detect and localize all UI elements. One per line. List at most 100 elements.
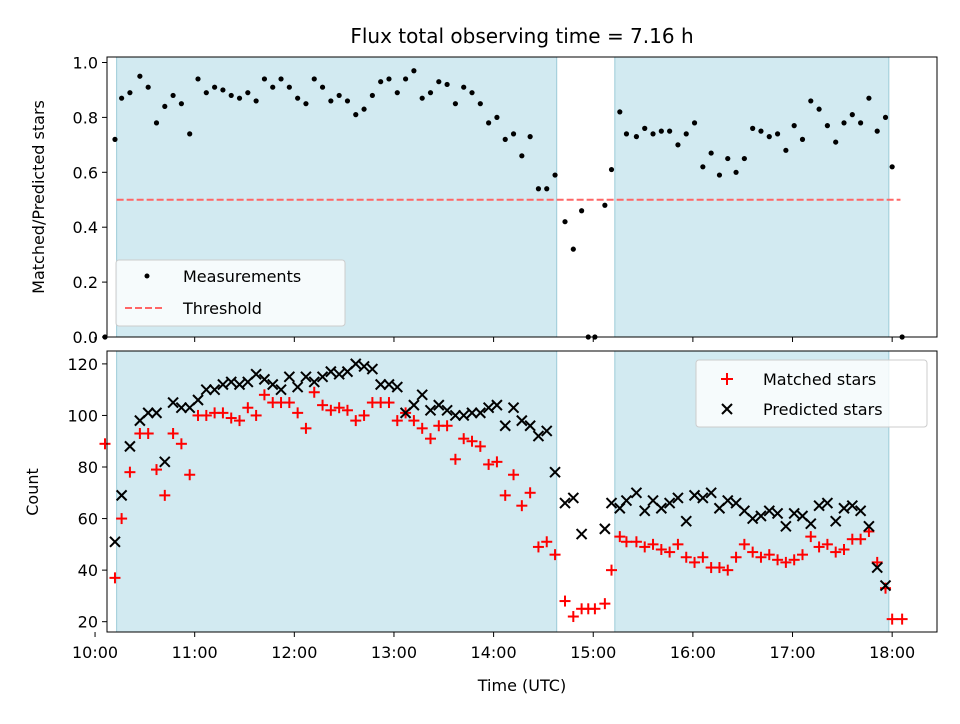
predicted-star-point [474,407,487,419]
chart-title: Flux total observing time = 7.16 h [350,24,693,48]
x-tick-label: 18:00 [869,643,915,662]
matched-star-point [655,544,667,556]
predicted-star-point [267,378,279,391]
matched-star-point [499,489,511,501]
top-y-ticks: 0.0 0.2 0.4 0.6 0.8 1.0 [73,53,107,347]
measurement-point [700,164,706,170]
matched-star-point [333,402,345,414]
predicted-star-point [291,381,304,393]
predicted-star-point [705,487,717,499]
predicted-star-point [124,440,136,453]
predicted-star-point [549,466,561,478]
matched-star-point [225,412,237,424]
matched-star-point [383,397,395,409]
measurement-point [725,155,731,162]
predicted-star-point [846,499,859,512]
bottom-y-tick-label: 100 [67,406,98,425]
predicted-star-point [771,507,784,520]
measurement-point [650,131,656,137]
predicted-star-point [605,497,618,509]
top-x-ticks [94,337,893,342]
bottom-y-tick-label: 20 [78,613,98,632]
legend-predicted-label: Predicted stars [763,400,883,419]
predicted-star-point [482,402,495,414]
measurement-point [170,92,176,99]
matched-star-point [150,464,162,476]
matched-star-point [713,562,725,574]
matched-star-point [391,415,403,427]
matched-star-point [549,549,561,561]
top-legend-box [115,259,346,327]
measurement-point [402,76,409,82]
matched-star-point [630,536,642,548]
matched-star-point [441,420,453,432]
measurement-point [212,84,218,90]
x-tick-label: 11:00 [172,643,218,662]
matched-star-point [341,404,353,416]
predicted-star-point [449,409,462,422]
matched-star-point [258,389,270,401]
measurement-point [436,79,442,85]
bottom-x-ticks: 10:00 11:00 12:00 13:00 14:00 15:00 16:00 17:00… [72,632,915,662]
matched-star-point [886,613,898,625]
measurement-point [866,95,872,101]
measurement-point [579,208,585,214]
matched-star-point [217,407,229,419]
predicted-star-point [159,456,171,468]
matched-star-point [672,538,684,550]
matched-star-point [524,487,536,499]
matched-star-point [200,409,212,421]
matched-star-point [788,554,800,566]
measurement-point [303,101,309,107]
matched-star-point [896,613,908,625]
measurement-point [833,139,839,145]
predicted-star-point [697,492,709,504]
measurement-point [344,98,351,104]
matched-star-point [466,435,478,447]
measurement-point [675,142,681,148]
predicted-star-point [663,497,676,509]
matched-star-point [855,533,867,545]
predicted-star-point [722,494,734,507]
predicted-star-point [805,518,817,530]
measurement-point [527,134,533,140]
predicted-star-point [672,492,684,504]
measurement-point [824,123,830,129]
predicted-star-point [308,376,320,388]
measurement-point [394,90,400,96]
matched-star-point [474,440,486,452]
predicted-star-point [142,407,154,419]
matched-star-point [606,564,618,576]
predicted-star-point [755,510,767,522]
predicted-star-point [333,368,345,380]
matched-star-point [599,598,611,610]
measurement-point [716,172,723,178]
measurement-point [319,84,326,90]
matched-star-point [532,541,544,553]
measurement-point [766,134,772,140]
measurement-point [791,123,797,129]
measurement-point [758,128,764,134]
predicted-star-point [821,497,834,509]
predicted-star-point [283,371,296,383]
measurement-point [162,103,168,110]
measurement-point [617,109,623,115]
predicted-star-point [167,396,179,409]
predicted-star-point [458,409,470,422]
measurement-point [658,128,664,134]
measurement-point [849,112,855,118]
measurement-point [419,95,425,101]
top-y-tick-label: 0.6 [73,163,98,182]
predicted-star-point [863,520,875,533]
measurement-point [187,131,193,137]
predicted-star-point [433,399,445,411]
measurement-point [623,131,630,137]
predicted-star-point [416,389,428,401]
measurement-point [816,106,822,112]
measurement-point [461,84,467,90]
matched-star-point [308,386,320,398]
measurement-point [858,120,864,126]
predicted-star-point [630,487,643,499]
bottom-y-axis-label: Count [23,468,42,516]
measurement-point [502,136,508,142]
